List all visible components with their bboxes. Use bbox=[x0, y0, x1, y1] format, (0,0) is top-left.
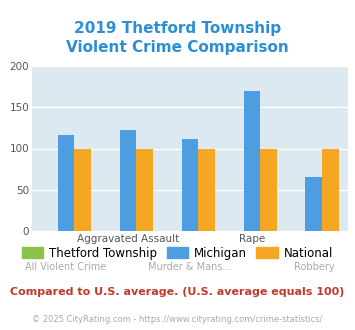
Legend: Thetford Township, Michigan, National: Thetford Township, Michigan, National bbox=[17, 242, 338, 264]
Text: © 2025 CityRating.com - https://www.cityrating.com/crime-statistics/: © 2025 CityRating.com - https://www.city… bbox=[32, 315, 323, 324]
Text: Robbery: Robbery bbox=[294, 262, 334, 272]
Bar bbox=[75, 148, 91, 231]
Bar bbox=[322, 148, 339, 231]
Bar bbox=[120, 130, 136, 231]
Bar bbox=[260, 148, 277, 231]
Bar bbox=[198, 148, 215, 231]
Text: Compared to U.S. average. (U.S. average equals 100): Compared to U.S. average. (U.S. average … bbox=[10, 287, 345, 297]
Text: All Violent Crime: All Violent Crime bbox=[26, 262, 106, 272]
Bar bbox=[136, 148, 153, 231]
Text: Murder & Mans...: Murder & Mans... bbox=[148, 262, 232, 272]
Bar bbox=[244, 91, 260, 231]
Bar bbox=[58, 135, 75, 231]
Text: 2019 Thetford Township
Violent Crime Comparison: 2019 Thetford Township Violent Crime Com… bbox=[66, 21, 289, 55]
Bar bbox=[305, 178, 322, 231]
Bar bbox=[181, 139, 198, 231]
